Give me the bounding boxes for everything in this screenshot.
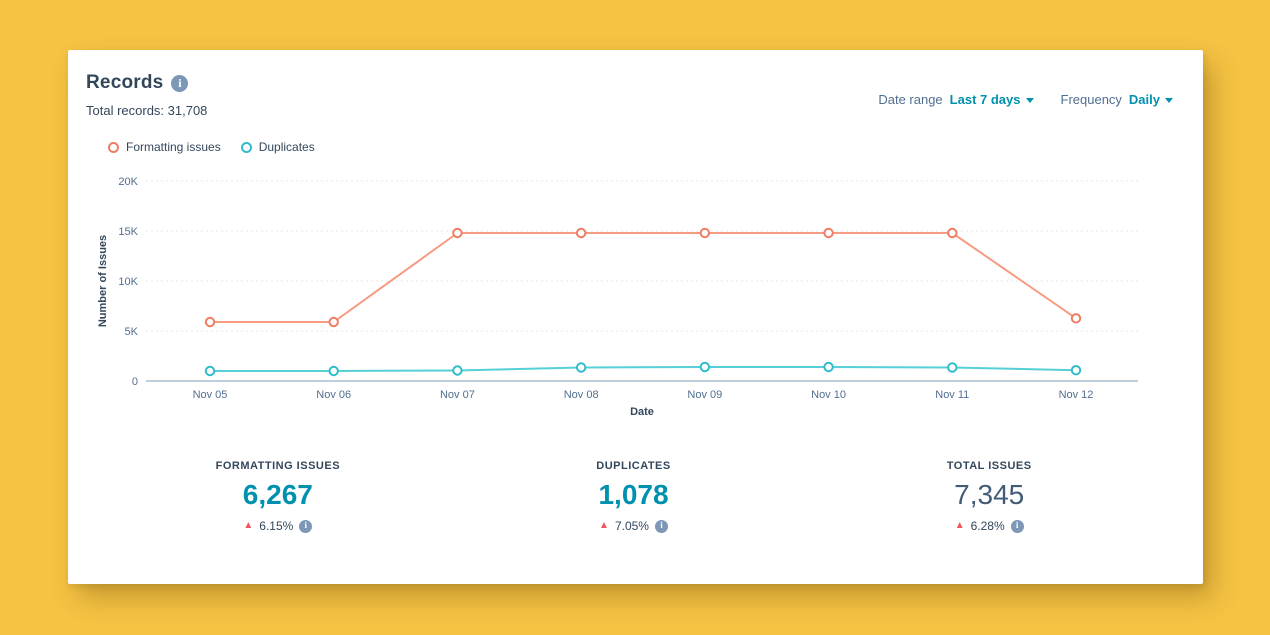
data-point[interactable] — [204, 316, 216, 328]
x-tick-label: Nov 10 — [811, 389, 846, 401]
x-tick-label: Nov 07 — [440, 389, 475, 401]
data-point[interactable] — [1070, 365, 1082, 376]
data-point[interactable] — [575, 227, 587, 239]
info-icon[interactable] — [654, 519, 668, 533]
info-icon[interactable] — [171, 74, 189, 92]
y-tick-label: 20K — [118, 176, 138, 188]
legend-label: Duplicates — [258, 140, 315, 154]
stat-change-percent: 7.05% — [614, 519, 649, 533]
stat-value: 6,267 — [242, 479, 313, 510]
stats-row: FORMATTING ISSUES 6,267 ▲ 6.15% DUPLICAT… — [68, 460, 1203, 533]
date-range-label: Date range — [878, 91, 943, 107]
data-point[interactable] — [204, 365, 216, 377]
stat-value: 1,078 — [598, 479, 669, 510]
data-point[interactable] — [699, 361, 711, 373]
stat-label: DUPLICATES — [596, 460, 671, 472]
data-point[interactable] — [328, 365, 339, 377]
series-marker-icon — [240, 141, 252, 153]
info-icon[interactable] — [299, 519, 313, 533]
arrow-up-icon: ▲ — [954, 520, 965, 531]
stat-formatting-issues: FORMATTING ISSUES 6,267 ▲ 6.15% — [100, 460, 456, 533]
x-tick-label: Nov 08 — [564, 389, 599, 401]
x-tick-label: Nov 12 — [1059, 389, 1094, 401]
chevron-down-icon — [1025, 97, 1034, 103]
x-tick-label: Nov 11 — [935, 389, 969, 401]
data-point[interactable] — [947, 227, 958, 239]
y-tick-label: 0 — [132, 376, 138, 388]
stat-value: 7,345 — [954, 479, 1025, 510]
panel-header-left: Records Total records: 31,708 — [86, 72, 207, 118]
frequency-label: Frequency — [1060, 91, 1122, 107]
stat-duplicates: DUPLICATES 1,078 ▲ 7.05% — [456, 460, 812, 533]
series-line — [210, 232, 1077, 323]
data-point[interactable] — [575, 362, 587, 373]
stat-total-issues: TOTAL ISSUES 7,345 ▲ 6.28% — [811, 460, 1167, 533]
legend-item-formatting-issues[interactable]: Formatting issues — [108, 140, 221, 154]
stat-change-percent: 6.28% — [970, 519, 1005, 533]
panel-controls: Date range Last 7 days Frequency Daily — [878, 72, 1173, 118]
x-tick-label: Nov 05 — [193, 389, 228, 401]
data-point[interactable] — [1070, 313, 1082, 324]
stat-change: ▲ 7.05% — [456, 519, 812, 533]
y-tick-label: 15K — [118, 226, 138, 238]
y-axis-title: Number of Issues — [97, 235, 109, 327]
series-marker-icon — [108, 141, 119, 153]
stat-label: TOTAL ISSUES — [946, 460, 1032, 472]
date-range-value: Last 7 days — [949, 91, 1021, 107]
stat-change-percent: 6.15% — [259, 519, 294, 533]
y-tick-label: 5K — [125, 326, 139, 338]
x-tick-label: Nov 09 — [687, 389, 722, 401]
frequency-value: Daily — [1128, 91, 1160, 107]
data-point[interactable] — [823, 227, 834, 239]
date-range-dropdown[interactable]: Last 7 days — [950, 92, 1034, 107]
y-tick-label: 10K — [118, 276, 138, 288]
data-point[interactable] — [699, 227, 711, 239]
chart-legend: Formatting issues Duplicates — [108, 140, 315, 154]
line-chart: 0 5K 10K 15K 20K Number of Issues Date Nov 05 No… — [97, 176, 1138, 418]
arrow-up-icon: ▲ — [599, 520, 609, 531]
data-point[interactable] — [947, 362, 958, 373]
panel-header: Records Total records: 31,708 Date range… — [68, 50, 1203, 118]
arrow-up-icon: ▲ — [243, 520, 254, 531]
stat-label: FORMATTING ISSUES — [215, 460, 341, 472]
stat-change: ▲ 6.28% — [811, 519, 1167, 533]
records-panel: Records Total records: 31,708 Date range… — [68, 50, 1203, 584]
series-line — [210, 366, 1077, 372]
data-point[interactable] — [328, 316, 339, 328]
data-point[interactable] — [452, 365, 463, 376]
total-records-text: Total records: 31,708 — [86, 103, 208, 118]
data-point[interactable] — [452, 227, 463, 239]
legend-item-duplicates[interactable]: Duplicates — [240, 140, 315, 154]
stat-change: ▲ 6.15% — [100, 519, 456, 533]
page-title: Records — [86, 72, 164, 93]
x-axis-title: Date — [630, 406, 654, 418]
data-point[interactable] — [823, 361, 834, 373]
legend-label: Formatting issues — [126, 140, 221, 154]
info-icon[interactable] — [1010, 519, 1024, 533]
chevron-down-icon — [1165, 97, 1173, 103]
x-tick-label: Nov 06 — [316, 389, 351, 401]
frequency-dropdown[interactable]: Daily — [1129, 92, 1173, 107]
